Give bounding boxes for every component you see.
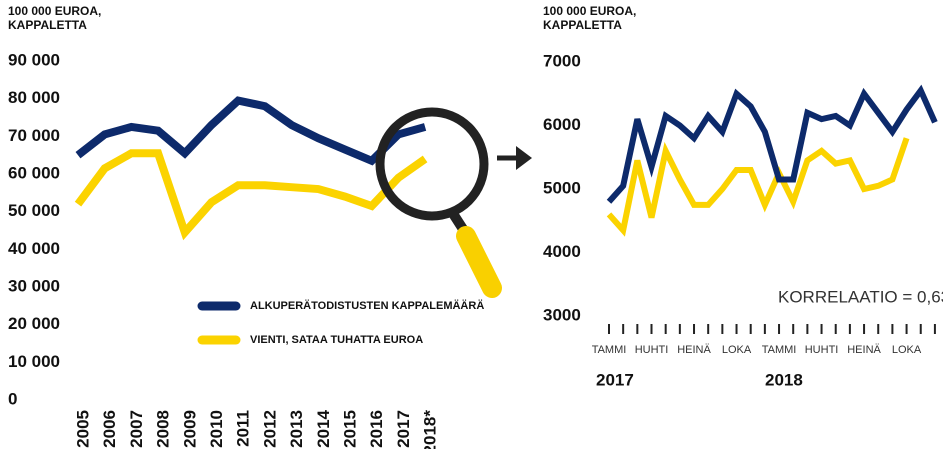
- series-line: [75, 96, 427, 166]
- x-tick-label: TAMMI: [762, 344, 797, 356]
- x-tick-label: 2007: [127, 410, 146, 448]
- y-tick-label: 10 000: [8, 352, 60, 371]
- series-line: [606, 84, 938, 204]
- magnifier: [375, 107, 502, 298]
- x-tick-label: TAMMI: [592, 344, 627, 356]
- x-tick-label: 2009: [180, 410, 199, 448]
- y-tick-label: 5000: [543, 178, 581, 197]
- y-tick-label: 50 000: [8, 201, 60, 220]
- y-tick-label: 90 000: [8, 50, 60, 69]
- x-tick-label: 2010: [207, 410, 226, 448]
- year-label: 2017: [596, 370, 634, 389]
- x-tick-label: 2015: [340, 410, 359, 448]
- y-tick-label: 70 000: [8, 126, 60, 145]
- y-tick-label: 3000: [543, 305, 581, 324]
- x-tick-label: HEINÄ: [847, 344, 881, 356]
- x-tick-label: 2005: [73, 410, 92, 448]
- y-tick-label: 40 000: [8, 239, 60, 258]
- y-tick-label: 80 000: [8, 88, 60, 107]
- x-tick-label: 2016: [367, 410, 386, 448]
- y-tick-label: 20 000: [8, 314, 60, 333]
- x-tick-label: 2011: [234, 410, 253, 447]
- x-tick-label: 2018*: [421, 410, 440, 449]
- x-tick-label: 2012: [260, 410, 279, 448]
- axis-title: 100 000 EUROA,: [543, 4, 636, 18]
- x-tick-label: HEINÄ: [677, 344, 711, 356]
- arrow: [497, 146, 532, 170]
- axis-title: KAPPALETTA: [8, 18, 87, 32]
- series-line: [74, 149, 428, 241]
- y-tick-label: 6000: [543, 115, 581, 134]
- x-tick-label: HUHTI: [805, 344, 839, 356]
- legend-label: VIENTI, SATAA TUHATTA EUROA: [250, 334, 423, 346]
- x-tick-label: LOKA: [892, 344, 922, 356]
- y-tick-label: 30 000: [8, 276, 60, 295]
- year-label: 2018: [765, 370, 803, 389]
- x-tick-label: 2008: [154, 410, 173, 448]
- y-tick-label: 0: [8, 389, 17, 408]
- axis-title: 100 000 EUROA,: [8, 4, 101, 18]
- x-tick-label: 2006: [100, 410, 119, 448]
- y-tick-label: 4000: [543, 242, 581, 261]
- x-tick-label: 2017: [394, 410, 413, 448]
- y-tick-label: 60 000: [8, 163, 60, 182]
- x-tick-label: HUHTI: [635, 344, 669, 356]
- y-tick-label: 7000: [543, 51, 581, 70]
- axis-title: KAPPALETTA: [543, 18, 622, 32]
- x-tick-label: LOKA: [722, 344, 752, 356]
- x-tick-label: 2013: [287, 410, 306, 448]
- legend-label: ALKUPERÄTODISTUSTEN KAPPALEMÄÄRÄ: [250, 299, 484, 312]
- series-line: [606, 137, 910, 237]
- x-tick-label: 2014: [314, 409, 333, 447]
- annotation: KORRELAATIO = 0,63: [778, 287, 943, 306]
